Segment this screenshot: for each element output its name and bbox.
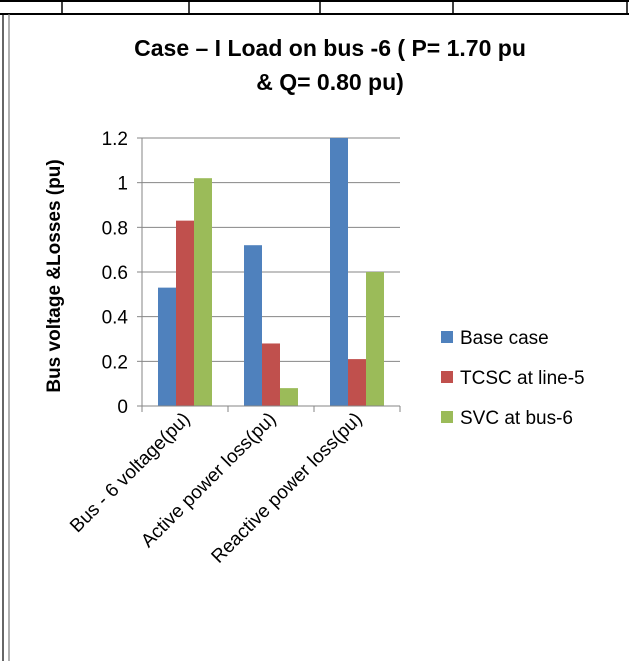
legend-swatch	[441, 331, 453, 343]
y-tick-label: 0	[117, 397, 128, 418]
chart-title-line2: & Q= 0.80 pu)	[256, 69, 404, 95]
y-tick-label: 0.2	[102, 352, 128, 373]
y-tick-label: 0.4	[102, 308, 129, 329]
axes	[141, 138, 401, 412]
bar	[244, 245, 262, 406]
y-axis-label: Bus voltage &Losses (pu)	[44, 159, 65, 392]
bar	[176, 220, 194, 406]
y-tick-label: 0.8	[102, 218, 128, 239]
y-tick-label: 0.6	[102, 263, 128, 284]
legend-swatch	[441, 371, 453, 383]
bar	[280, 388, 298, 406]
bar	[194, 178, 212, 406]
bar	[158, 287, 176, 406]
y-tick-label: 1.2	[102, 129, 128, 150]
legend-label: TCSC at line-5	[460, 368, 585, 389]
y-tick-label: 1	[117, 174, 128, 195]
y-tick-labels: 0 0.2 0.4 0.6 0.8 1 1.2	[102, 129, 129, 418]
bars	[158, 138, 384, 406]
x-tick-label: Reactive power loss(pu)	[208, 409, 367, 568]
chart-title-line1: Case – I Load on bus -6 ( P= 1.70 pu	[134, 35, 526, 61]
bar	[330, 138, 348, 406]
legend-swatch	[441, 411, 453, 423]
bar	[262, 343, 280, 406]
bar	[366, 272, 384, 406]
legend: Base case TCSC at line-5 SVC at bus-6	[441, 328, 585, 429]
x-tick-labels: Bus - 6 voltage(pu)Active power loss(pu)…	[66, 409, 366, 568]
legend-label: Base case	[460, 328, 549, 349]
legend-label: SVC at bus-6	[460, 408, 573, 429]
bar	[348, 359, 366, 406]
